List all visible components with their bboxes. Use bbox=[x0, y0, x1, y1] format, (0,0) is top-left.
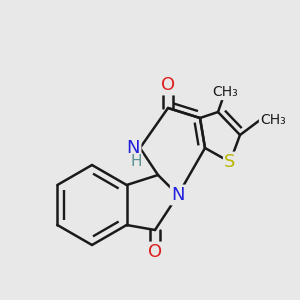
Text: N: N bbox=[127, 139, 140, 157]
Text: H: H bbox=[130, 154, 142, 169]
Text: CH₃: CH₃ bbox=[212, 85, 238, 99]
Text: O: O bbox=[148, 243, 162, 261]
Text: O: O bbox=[161, 76, 175, 94]
Text: CH₃: CH₃ bbox=[260, 113, 286, 127]
Text: N: N bbox=[171, 186, 185, 204]
Text: S: S bbox=[224, 153, 236, 171]
